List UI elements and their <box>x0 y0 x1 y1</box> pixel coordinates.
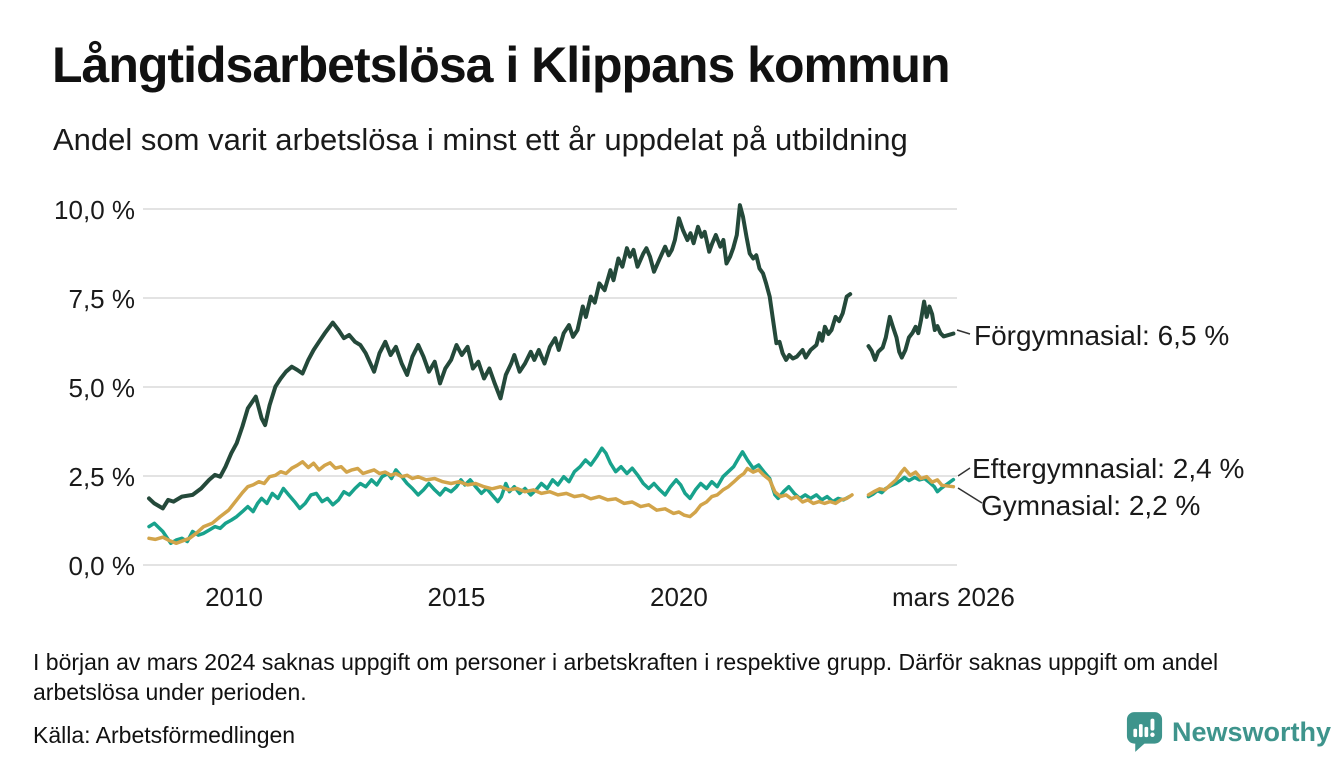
series-path-forgymnasial <box>147 203 956 511</box>
logo-bar-1 <box>1133 728 1138 738</box>
x-tick-label: 2015 <box>428 582 486 612</box>
page-subtitle: Andel som varit arbetslösa i minst ett å… <box>53 122 908 157</box>
y-tick-label: 7,5 % <box>69 284 136 314</box>
x-tick-label: 2020 <box>650 582 708 612</box>
gymnasial-connector-line <box>957 487 983 504</box>
y-tick-label: 10,0 % <box>54 195 135 225</box>
y-tick-label: 5,0 % <box>69 373 136 403</box>
source-text: Källa: Arbetsförmedlingen <box>33 722 296 748</box>
series-path-gymnasial <box>147 460 956 546</box>
footnote-text: I början av mars 2024 saknas uppgift om … <box>33 649 1219 705</box>
eftergymnasial-connector-line <box>957 467 971 477</box>
series-label-forgymnasial: Förgymnasial: 6,5 % <box>974 320 1230 351</box>
x-tick-label: mars 2026 <box>892 582 1015 612</box>
gridlines <box>143 208 957 566</box>
logo-bar-2 <box>1138 724 1143 738</box>
newsworthy-wordmark: Newsworthy <box>1172 716 1332 747</box>
y-tick-label: 2,5 % <box>69 462 136 492</box>
logo-exclamation-dot <box>1150 732 1155 737</box>
forgymnasial-connector-line <box>956 329 971 335</box>
newsworthy-badge-icon <box>1126 712 1163 752</box>
newsworthy-logo: Newsworthy <box>1126 711 1331 753</box>
y-axis-tick-labels: 0,0 % 2,5 % 5,0 % 7,5 % 10,0 % <box>54 195 135 581</box>
series-label-eftergymnasial: Eftergymnasial: 2,4 % <box>972 453 1245 484</box>
series-lines <box>147 203 956 546</box>
logo-bar-3 <box>1144 726 1149 738</box>
x-tick-label: 2010 <box>205 582 263 612</box>
series-path-eftergymnasial <box>147 446 956 546</box>
y-tick-label: 0,0 % <box>69 551 136 581</box>
x-axis-tick-labels: 2010 2015 2020 mars 2026 <box>205 582 1015 612</box>
series-label-gymnasial: Gymnasial: 2,2 % <box>981 490 1201 521</box>
logo-exclamation-bar <box>1150 718 1155 731</box>
page-title: Långtidsarbetslösa i Klippans kommun <box>52 37 950 93</box>
